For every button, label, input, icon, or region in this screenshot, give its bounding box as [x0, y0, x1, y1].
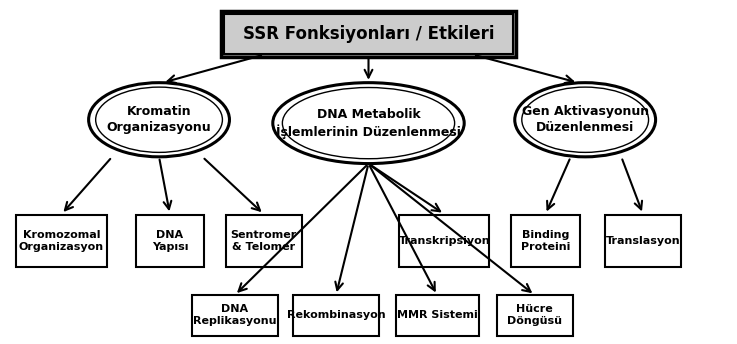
Text: Binding
Proteini: Binding Proteini	[521, 230, 570, 252]
Text: Hücre
Döngüsü: Hücre Döngüsü	[507, 304, 562, 326]
FancyBboxPatch shape	[136, 215, 204, 267]
Text: Kromatin
Organizasyonu: Kromatin Organizasyonu	[107, 105, 212, 134]
FancyBboxPatch shape	[192, 295, 278, 335]
FancyBboxPatch shape	[399, 215, 489, 267]
FancyBboxPatch shape	[16, 215, 107, 267]
FancyBboxPatch shape	[221, 11, 516, 56]
Ellipse shape	[514, 83, 656, 157]
FancyBboxPatch shape	[226, 215, 301, 267]
Ellipse shape	[88, 83, 229, 157]
Text: SSR Fonksiyonları / Etkileri: SSR Fonksiyonları / Etkileri	[242, 25, 495, 43]
FancyBboxPatch shape	[511, 215, 580, 267]
Text: Translasyon: Translasyon	[606, 236, 680, 246]
Text: Transkripsiyon: Transkripsiyon	[399, 236, 490, 246]
Text: Kromozomal
Organizasyon: Kromozomal Organizasyon	[19, 230, 104, 252]
Text: DNA Metabolik
İşlemlerinin Düzenlenmesi: DNA Metabolik İşlemlerinin Düzenlenmesi	[276, 108, 461, 139]
FancyBboxPatch shape	[293, 295, 380, 335]
Ellipse shape	[273, 83, 464, 163]
Text: Gen Aktivasyonun
Düzenlenmesi: Gen Aktivasyonun Düzenlenmesi	[522, 105, 649, 134]
Text: DNA
Yapısı: DNA Yapısı	[152, 230, 188, 252]
FancyBboxPatch shape	[497, 295, 573, 335]
FancyBboxPatch shape	[224, 13, 513, 54]
Text: MMR Sistemi: MMR Sistemi	[397, 310, 478, 320]
Text: Rekombinasyon: Rekombinasyon	[287, 310, 385, 320]
FancyBboxPatch shape	[605, 215, 681, 267]
Text: DNA
Replikasyonu: DNA Replikasyonu	[193, 304, 276, 326]
FancyBboxPatch shape	[396, 295, 478, 335]
Text: Sentromer
& Telomer: Sentromer & Telomer	[231, 230, 297, 252]
